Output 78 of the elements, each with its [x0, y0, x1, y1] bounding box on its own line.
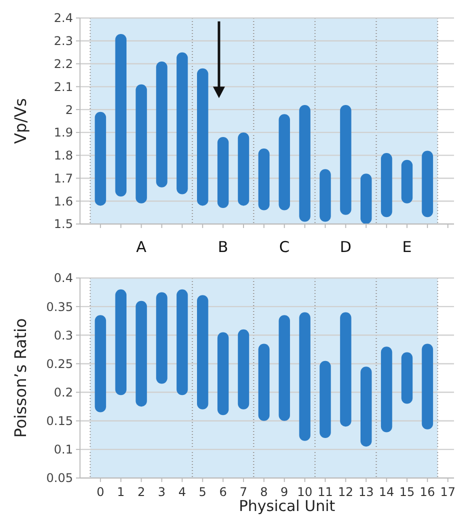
x-tick-label: 17	[440, 485, 456, 499]
x-tick-label: 14	[378, 485, 394, 499]
y-tick-label: 0.3	[54, 328, 73, 342]
x-tick-label: 1	[117, 485, 125, 499]
x-tick-label: 0	[96, 485, 104, 499]
x-tick-label: 11	[318, 485, 333, 499]
bar	[238, 329, 250, 410]
x-tick-label: 3	[158, 485, 166, 499]
x-tick-label: 5	[198, 485, 206, 499]
x-tick-label: 12	[338, 485, 354, 499]
bar	[176, 289, 188, 396]
bar	[176, 52, 188, 194]
y-tick-label: 1.9	[54, 126, 73, 140]
x-tick-label: 16	[420, 485, 436, 499]
bar	[136, 84, 147, 204]
x-tick-label: 13	[358, 485, 374, 499]
y-tick-label: 0.05	[46, 471, 73, 486]
bar	[156, 61, 168, 188]
bar	[360, 366, 372, 447]
y-tick-label: 2.3	[54, 34, 73, 48]
bar	[278, 114, 290, 210]
band-label: C	[279, 238, 290, 256]
band-label: A	[136, 238, 148, 256]
bar	[299, 312, 310, 441]
bar	[136, 300, 147, 407]
y-tick-label: 0.15	[46, 414, 73, 428]
x-tick-label: 8	[260, 485, 268, 499]
y-tick-label: 1.5	[54, 217, 73, 232]
x-axis-title: Physical Unit	[238, 497, 336, 515]
bar	[238, 132, 250, 206]
bar	[401, 352, 413, 404]
bar	[197, 68, 208, 206]
bar	[217, 332, 229, 416]
bar	[320, 169, 331, 222]
bar	[94, 112, 106, 206]
x-tick-label: 4	[178, 485, 186, 499]
x-tick-label: 7	[240, 485, 248, 499]
bar	[94, 315, 106, 412]
bar	[156, 292, 168, 384]
y-tick-label: 1.6	[54, 194, 73, 208]
bar	[401, 160, 413, 204]
bar	[258, 344, 270, 421]
bar	[217, 137, 229, 208]
y-tick-label: 2.1	[54, 80, 73, 94]
y-tick-label: 1.7	[54, 171, 73, 186]
bar	[320, 360, 331, 438]
y-axis-title: Vp/Vs	[11, 98, 30, 144]
bar	[380, 346, 392, 432]
bar	[278, 315, 290, 421]
y-tick-label: 0.1	[54, 442, 73, 457]
x-tick-label: 2	[137, 485, 146, 499]
bar	[340, 312, 352, 427]
y-axis-title: Poisson’s Ratio	[11, 318, 30, 438]
y-tick-label: 2	[65, 102, 73, 117]
bar	[360, 174, 372, 224]
band-label: D	[340, 238, 352, 256]
bar	[197, 295, 208, 410]
y-tick-label: 0.35	[46, 300, 73, 314]
band-label: B	[218, 238, 228, 256]
bar	[258, 148, 270, 210]
y-tick-label: 0.4	[54, 271, 73, 286]
x-tick-label: 9	[280, 485, 288, 499]
bar	[422, 344, 434, 430]
x-tick-label: 10	[297, 485, 312, 499]
y-tick-label: 0.25	[46, 356, 73, 371]
bar	[299, 104, 310, 222]
bar	[380, 153, 392, 218]
bar	[422, 150, 434, 218]
bar	[115, 34, 126, 197]
y-tick-label: 2.2	[54, 56, 73, 71]
bar	[340, 104, 352, 215]
x-tick-label: 6	[219, 485, 227, 499]
y-tick-label: 0.2	[54, 385, 73, 400]
band-label: E	[402, 238, 412, 256]
x-tick-label: 15	[399, 485, 415, 499]
y-tick-label: 2.4	[54, 11, 73, 26]
bar	[115, 289, 126, 396]
y-tick-label: 1.8	[54, 148, 73, 163]
